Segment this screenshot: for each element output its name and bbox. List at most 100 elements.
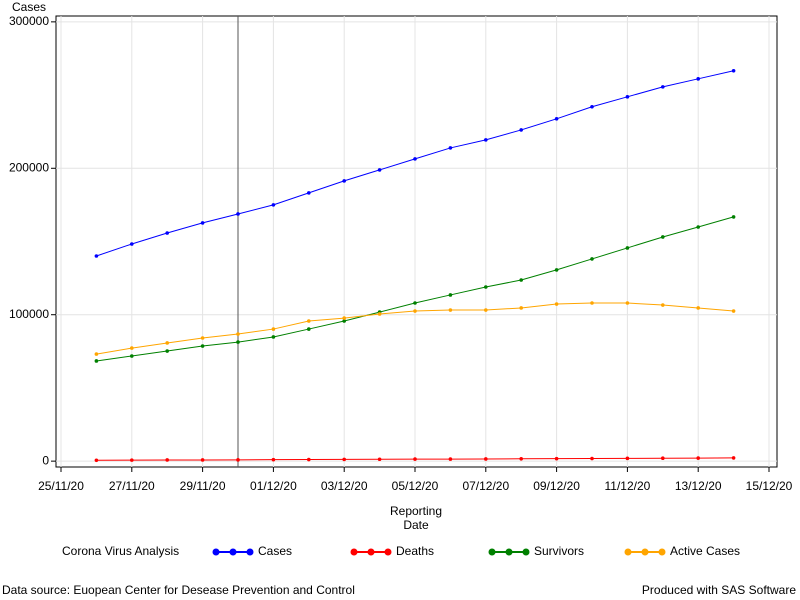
x-tick-label: 09/12/20 <box>533 479 580 493</box>
data-point <box>130 354 134 358</box>
y-tick-label: 200000 <box>9 160 49 174</box>
data-point <box>519 306 523 310</box>
data-point <box>590 104 594 109</box>
data-point <box>731 309 736 313</box>
data-point <box>484 308 488 312</box>
data-point <box>413 457 417 461</box>
footnote: Data source: Euopean Center for Desease … <box>2 583 355 597</box>
data-point <box>731 215 736 219</box>
data-point <box>94 352 99 356</box>
data-point <box>484 138 488 142</box>
data-point <box>661 85 665 89</box>
data-point <box>413 301 417 305</box>
data-point <box>271 457 276 462</box>
x-tick-label: 11/12/20 <box>604 479 650 493</box>
x-tick-label: 13/12/20 <box>675 479 722 493</box>
data-point <box>696 77 700 81</box>
legend-title: Corona Virus Analysis <box>62 544 179 558</box>
data-point <box>200 458 205 462</box>
data-point <box>661 303 665 307</box>
data-point <box>519 128 523 132</box>
x-tick-label: 25/11/20 <box>38 479 84 493</box>
data-point <box>448 146 453 150</box>
legend-swatch <box>246 548 254 556</box>
data-point <box>271 203 276 207</box>
data-point <box>661 235 665 239</box>
legend-swatch <box>624 548 632 556</box>
data-point <box>165 341 169 345</box>
data-point <box>342 316 347 320</box>
legend-swatch <box>658 548 666 556</box>
data-point <box>165 231 169 235</box>
data-point <box>413 309 417 313</box>
legend-swatch <box>522 548 530 556</box>
data-point <box>696 306 700 310</box>
data-point <box>731 456 736 460</box>
data-point <box>236 340 240 344</box>
data-point <box>590 301 594 305</box>
legend-label: Active Cases <box>670 544 740 558</box>
footnote: Produced with SAS Software <box>642 583 796 597</box>
data-point <box>94 254 99 258</box>
data-point <box>625 95 630 99</box>
x-tick-label: 03/12/20 <box>321 479 368 493</box>
legend-swatch <box>212 548 220 556</box>
data-point <box>448 293 453 297</box>
data-point <box>342 457 347 462</box>
data-point <box>307 327 311 331</box>
data-point <box>484 457 488 461</box>
data-point <box>236 458 240 462</box>
data-point <box>484 285 488 289</box>
data-point <box>236 332 240 336</box>
data-point <box>377 312 382 316</box>
data-point <box>200 336 205 340</box>
y-tick-label: 100000 <box>9 307 49 321</box>
x-axis-label: Date <box>403 518 429 532</box>
data-point <box>342 319 347 323</box>
data-point <box>696 225 700 229</box>
x-tick-label: 07/12/20 <box>462 479 509 493</box>
legend-label: Survivors <box>534 544 584 558</box>
x-axis-label: Reporting <box>390 504 442 518</box>
data-point <box>590 257 594 261</box>
data-point <box>554 268 559 272</box>
data-point <box>130 346 134 350</box>
data-point <box>661 456 665 461</box>
data-point <box>307 191 311 195</box>
data-point <box>236 212 240 216</box>
plot-frame <box>55 15 778 468</box>
data-point <box>519 278 523 282</box>
legend-swatch <box>229 548 237 556</box>
x-tick-label: 29/11/20 <box>180 479 226 493</box>
data-point <box>377 457 382 462</box>
data-point <box>165 458 169 462</box>
data-point <box>271 335 276 339</box>
data-point <box>165 349 169 353</box>
data-point <box>307 319 311 323</box>
legend-swatch <box>367 548 375 556</box>
data-point <box>130 242 134 246</box>
legend-swatch <box>350 548 358 556</box>
data-point <box>625 301 630 305</box>
data-point <box>448 308 453 312</box>
legend-label: Deaths <box>396 544 434 558</box>
x-tick-label: 05/12/20 <box>392 479 439 493</box>
x-tick-label: 01/12/20 <box>250 479 297 493</box>
data-point <box>377 168 382 172</box>
data-point <box>94 458 99 463</box>
data-point <box>696 456 700 460</box>
legend-swatch <box>488 548 496 556</box>
y-tick-label: 0 <box>42 453 49 467</box>
data-point <box>200 344 205 348</box>
data-point <box>94 359 99 363</box>
data-point <box>200 221 205 225</box>
y-axis-label: Cases <box>12 0 46 14</box>
data-point <box>271 327 276 331</box>
legend-swatch <box>384 548 392 556</box>
data-point <box>554 456 559 461</box>
data-point <box>130 458 134 462</box>
y-tick-label: 300000 <box>9 14 49 28</box>
data-point <box>554 302 559 306</box>
data-point <box>590 456 594 461</box>
